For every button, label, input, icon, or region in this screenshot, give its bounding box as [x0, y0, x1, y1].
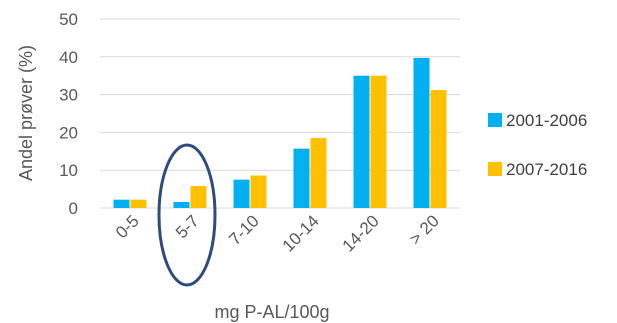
x-axis-label: mg P-AL/100g — [214, 302, 329, 322]
bar-2001-2006-14-20 — [353, 75, 370, 208]
legend-swatch-2007-2016 — [488, 162, 502, 176]
bar-2007-2016-5-7 — [190, 186, 207, 208]
y-tick-labels: 0 10 20 30 40 50 — [59, 10, 78, 218]
y-tick-label-0: 0 — [69, 199, 78, 218]
x-tick-label-0-5: 0-5 — [112, 211, 143, 242]
bars — [113, 57, 447, 209]
legend-label-2007-2016: 2007-2016 — [506, 160, 587, 179]
bar-2007-2016-20 — [430, 90, 447, 208]
bar-2007-2016-14-20 — [370, 75, 387, 208]
highlight-layer — [157, 143, 217, 287]
legend-swatch-2001-2006 — [488, 113, 502, 127]
x-tick-label-7-10: 7-10 — [225, 211, 262, 248]
bar-2007-2016-10-14 — [310, 138, 327, 208]
bar-2001-2006-0-5 — [113, 199, 130, 208]
legend: 2001-2006 2007-2016 — [488, 111, 587, 179]
bar-2001-2006-20 — [413, 57, 430, 209]
y-tick-label-10: 10 — [59, 161, 78, 180]
bar-2007-2016-7-10 — [250, 175, 267, 208]
y-tick-label-20: 20 — [59, 123, 78, 142]
highlight-ellipse — [157, 143, 217, 287]
bar-2001-2006-5-7 — [173, 201, 190, 208]
y-axis-label: Andel prøver (%) — [16, 45, 36, 181]
gridlines — [100, 18, 460, 209]
x-tick-label-10-14: 10-14 — [279, 211, 323, 255]
y-tick-label-50: 50 — [59, 10, 78, 29]
bar-2007-2016-0-5 — [130, 199, 147, 208]
x-tick-label-20: > 20 — [406, 211, 443, 248]
bar-2001-2006-10-14 — [293, 148, 310, 208]
y-tick-label-40: 40 — [59, 48, 78, 67]
x-tick-label-5-7: 5-7 — [172, 211, 203, 242]
legend-label-2001-2006: 2001-2006 — [506, 111, 587, 130]
bar-2001-2006-7-10 — [233, 179, 250, 208]
y-tick-label-30: 30 — [59, 86, 78, 105]
x-tick-label-14-20: 14-20 — [339, 211, 383, 255]
